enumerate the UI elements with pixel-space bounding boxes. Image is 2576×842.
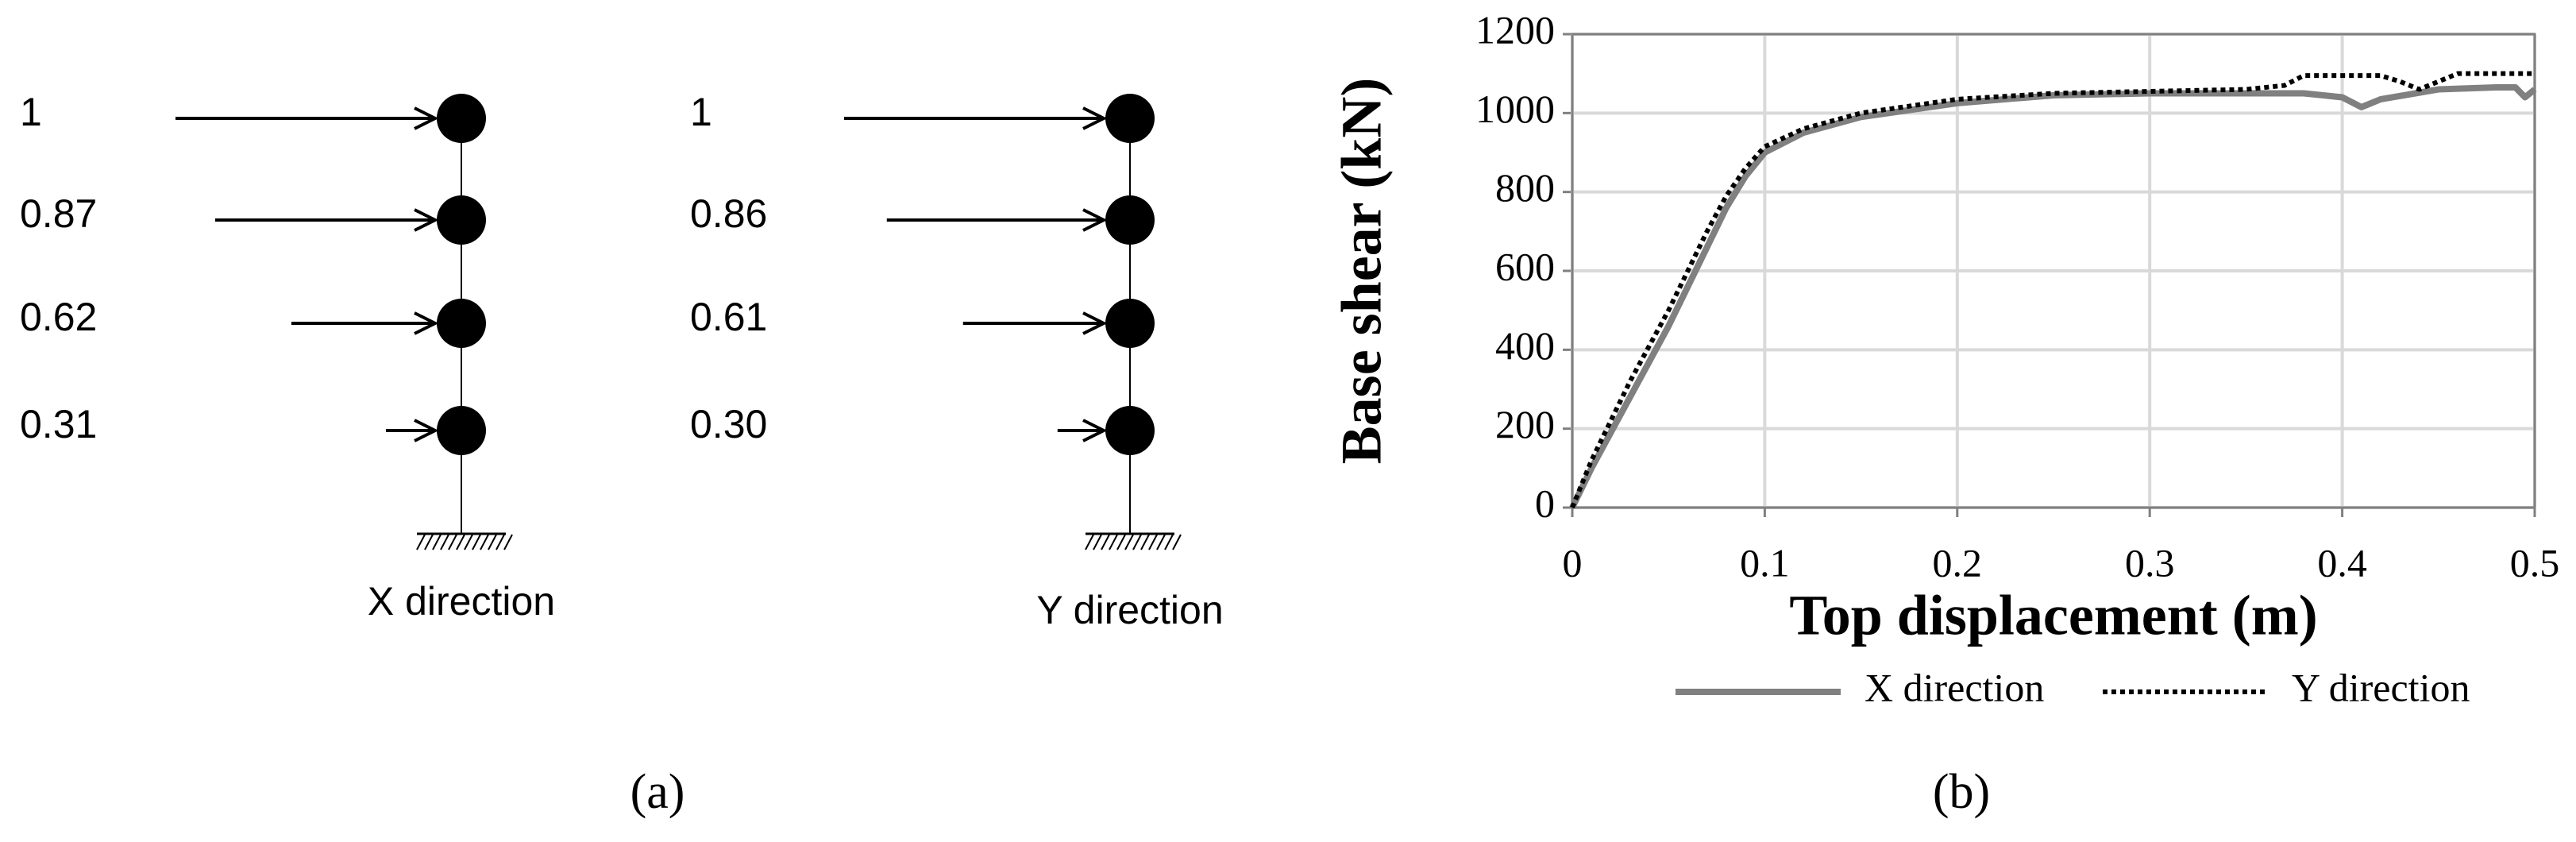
hatch (496, 534, 505, 550)
hatch (503, 534, 513, 550)
diagram-label: Y direction (1036, 588, 1223, 632)
x-tick-label: 0.1 (1740, 540, 1790, 585)
load-arrow (214, 208, 439, 232)
load-label: 0.31 (20, 402, 97, 446)
y-tick-label: 1000 (1475, 87, 1555, 131)
load-label: 0.61 (690, 295, 767, 339)
hatch (1140, 534, 1150, 550)
hatch (1116, 534, 1126, 550)
load-arrow (385, 419, 439, 442)
hatch (464, 534, 473, 550)
node (437, 94, 486, 143)
node (437, 195, 486, 245)
load-arrow (175, 106, 439, 130)
x-tick-label: 0.5 (2510, 540, 2560, 585)
hatch (1124, 534, 1134, 550)
hatch (480, 534, 489, 550)
load-label: 0.62 (20, 295, 97, 339)
caption: (a) (631, 765, 685, 819)
y-tick-label: 800 (1495, 165, 1555, 210)
hatch (1101, 534, 1110, 550)
legend-label: X direction (1865, 665, 2044, 709)
hatch (1093, 534, 1102, 550)
node (437, 406, 486, 455)
load-arrow (1057, 419, 1108, 442)
x-tick-label: 0.2 (1933, 540, 1983, 585)
node (1105, 94, 1155, 143)
y-axis-title: Base shear (kN) (1330, 78, 1394, 465)
node (1105, 299, 1155, 348)
hatch (448, 534, 457, 550)
x-tick-label: 0.3 (2125, 540, 2175, 585)
hatch (432, 534, 442, 550)
series-line (1569, 84, 2537, 509)
hatch (472, 534, 481, 550)
hatch (1164, 534, 1174, 550)
node (437, 299, 486, 348)
x-tick-label: 0.4 (2317, 540, 2367, 585)
hatch (416, 534, 426, 550)
series-line (1570, 71, 2535, 509)
load-arrow (844, 106, 1108, 130)
load-arrow (886, 208, 1108, 232)
load-label: 1 (20, 90, 42, 134)
hatch (440, 534, 449, 550)
node (1105, 406, 1155, 455)
node (1105, 195, 1155, 245)
caption: (b) (1933, 765, 1990, 819)
hatch (1156, 534, 1166, 550)
hatch (488, 534, 497, 550)
diagram-label: X direction (368, 579, 555, 624)
x-tick-label: 0 (1563, 540, 1583, 585)
y-tick-label: 0 (1535, 481, 1555, 525)
y-tick-label: 600 (1495, 244, 1555, 288)
hatch (424, 534, 434, 550)
hatch (1109, 534, 1118, 550)
load-arrow (291, 311, 439, 335)
hatch (1148, 534, 1158, 550)
load-label: 0.30 (690, 402, 767, 446)
y-tick-label: 400 (1495, 323, 1555, 368)
load-label: 0.86 (690, 191, 767, 236)
load-label: 0.87 (20, 191, 97, 236)
load-label: 1 (690, 90, 712, 134)
y-tick-label: 200 (1495, 402, 1555, 446)
hatch (1085, 534, 1094, 550)
load-arrow (962, 311, 1108, 335)
legend-label: Y direction (2292, 665, 2470, 709)
plot-border (1571, 33, 2536, 509)
x-axis-title: Top displacement (m) (1789, 584, 2317, 647)
hatch (456, 534, 465, 550)
hatch (1132, 534, 1142, 550)
y-tick-label: 1200 (1475, 7, 1555, 52)
hatch (1172, 534, 1182, 550)
